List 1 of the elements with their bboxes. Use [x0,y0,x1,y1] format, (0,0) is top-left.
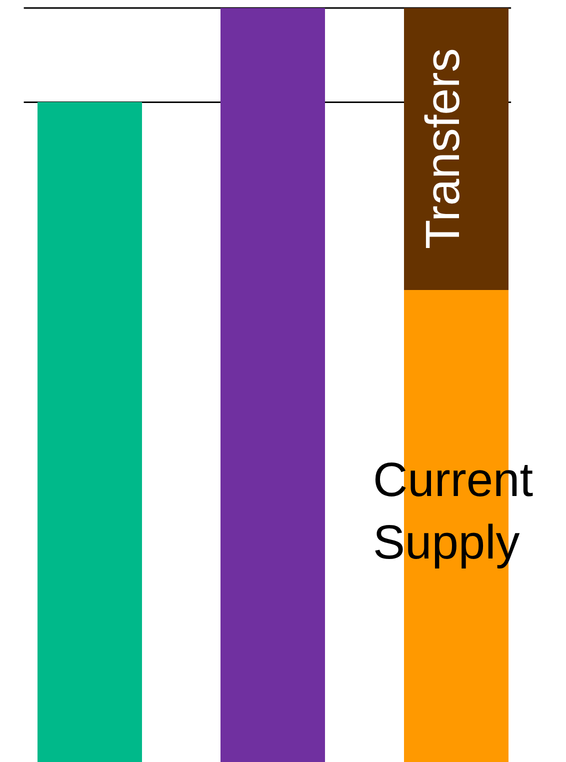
series-label: Transfers [417,48,470,250]
